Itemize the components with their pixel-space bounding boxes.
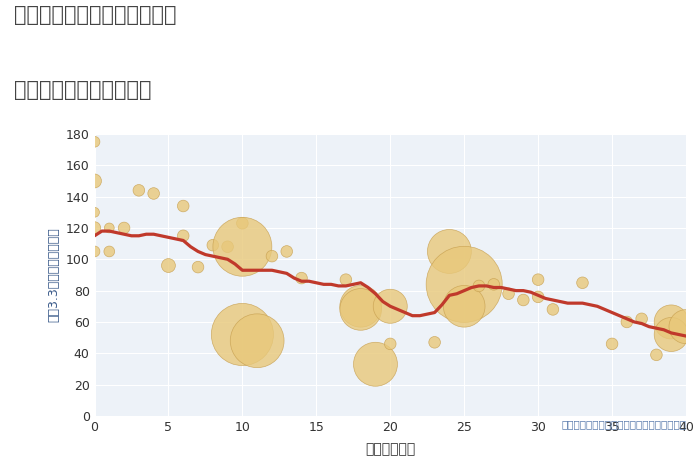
Point: [355, 306, 366, 313]
Point: [458, 303, 470, 310]
X-axis label: 築年数（年）: 築年数（年）: [365, 442, 415, 456]
Point: [237, 219, 248, 227]
Point: [458, 281, 470, 288]
Point: [89, 248, 100, 255]
Point: [89, 138, 100, 146]
Point: [547, 306, 559, 313]
Point: [281, 248, 293, 255]
Point: [385, 340, 396, 348]
Point: [651, 351, 662, 359]
Point: [193, 263, 204, 271]
Point: [207, 242, 218, 249]
Point: [473, 282, 484, 290]
Point: [89, 177, 100, 185]
Point: [533, 276, 544, 283]
Point: [606, 340, 617, 348]
Point: [680, 323, 692, 330]
Text: 神奈川県相模原市緑区原宿の: 神奈川県相模原市緑区原宿の: [14, 5, 176, 25]
Point: [370, 360, 381, 368]
Point: [518, 296, 529, 304]
Point: [636, 315, 648, 322]
Point: [340, 276, 351, 283]
Point: [237, 331, 248, 338]
Point: [666, 331, 677, 338]
Point: [488, 281, 499, 288]
Point: [133, 187, 144, 194]
Point: [222, 243, 233, 251]
Point: [355, 303, 366, 310]
Point: [385, 303, 396, 310]
Point: [178, 232, 189, 240]
Point: [89, 209, 100, 216]
Point: [503, 290, 514, 298]
Point: [104, 224, 115, 232]
Point: [251, 337, 262, 345]
Point: [444, 248, 455, 255]
Text: 築年数別中古戸建て価格: 築年数別中古戸建て価格: [14, 80, 151, 100]
Point: [237, 243, 248, 251]
Point: [577, 279, 588, 287]
Point: [89, 224, 100, 232]
Point: [429, 338, 440, 346]
Point: [666, 318, 677, 326]
Y-axis label: 坪（3.3㎡）単価（万円）: 坪（3.3㎡）単価（万円）: [47, 227, 60, 322]
Point: [622, 318, 633, 326]
Text: 円の大きさは、取引のあった物件面積を示す: 円の大きさは、取引のあった物件面積を示す: [561, 419, 686, 429]
Point: [267, 252, 278, 260]
Point: [104, 248, 115, 255]
Point: [533, 293, 544, 301]
Point: [163, 262, 174, 269]
Point: [148, 190, 160, 197]
Point: [296, 274, 307, 282]
Point: [178, 202, 189, 210]
Point: [118, 224, 130, 232]
